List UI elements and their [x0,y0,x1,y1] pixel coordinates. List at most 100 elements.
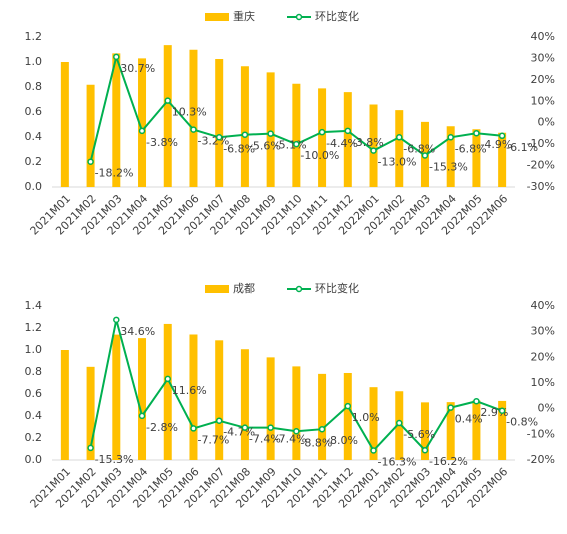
y-tick-label: 1.0 [25,343,43,356]
bar [446,126,455,187]
line-marker [370,147,377,154]
data-label: -6.8% [223,142,255,155]
data-label: -4.4% [326,137,358,150]
y2-tick-label: 10% [531,376,555,389]
line-marker [421,446,429,454]
bar [266,357,275,460]
y-tick-label: 0.4 [25,409,43,422]
line-marker [113,316,120,324]
y2-tick-label: 0% [538,116,555,129]
data-label: -5.6% [249,140,281,153]
y2-tick-label: 40% [531,299,555,312]
data-label: -13.0% [378,156,417,169]
bar [369,387,378,460]
data-label: -7.4% [275,433,307,446]
data-label: -3.8% [146,136,178,149]
data-label: 10.3% [172,106,207,119]
line-marker [498,132,506,140]
legend-marker [295,13,303,21]
line-marker [267,130,274,137]
y-tick-label: 0.8 [25,80,43,93]
bar [60,350,69,460]
bar [86,84,95,187]
y-tick-label: 0.2 [25,155,43,168]
bar [420,402,429,460]
data-label: -7.7% [197,433,229,446]
bar [318,88,327,187]
y-tick-label: 0.2 [25,431,43,444]
data-label: -15.3% [429,161,468,174]
line-marker [241,424,249,431]
line-marker [396,419,403,427]
y2-tick-label: 40% [531,30,555,43]
bar [240,349,249,460]
y2-tick-label: -30% [527,180,555,193]
y-tick-label: 0.0 [25,453,43,466]
data-label: -4.9% [480,138,512,151]
line-marker [421,152,429,159]
data-label: -6.1% [506,141,538,154]
bar [498,400,507,460]
bar [472,400,481,460]
bar [138,58,147,187]
line-marker [267,424,274,431]
data-label: -3.8% [352,136,384,149]
data-label: -18.2% [95,167,134,180]
line-marker [370,447,377,454]
bar [498,132,507,187]
bar [343,92,352,187]
bar [215,340,224,460]
bar [215,59,224,187]
y-tick-label: 0.4 [25,130,43,143]
y2-tick-label: 30% [531,51,555,64]
line-marker [138,412,146,420]
y2-tick-label: -20% [527,453,555,466]
line-marker [293,428,300,435]
bar [318,373,327,460]
line-marker [473,397,480,405]
data-label: -5.6% [403,428,435,441]
legend-label: 重庆 [233,9,255,23]
legend-marker [295,285,303,293]
data-label: -16.3% [378,456,417,469]
y-tick-label: 1.2 [25,321,43,334]
line-marker [164,375,171,383]
bar [112,53,121,187]
line-marker [113,53,120,61]
bar [446,402,455,460]
line-marker [447,134,454,141]
line-marker [190,126,197,133]
data-label: -6.8% [455,142,487,155]
bar [138,338,147,460]
bar [189,334,198,460]
legend-swatch [205,285,229,293]
bar [163,323,172,460]
y2-tick-label: 10% [531,94,555,107]
line-marker [164,97,171,104]
bar [292,83,301,187]
data-label: -6.8% [403,142,435,155]
data-label: -15.3% [95,453,134,466]
y2-tick-label: -20% [527,159,555,172]
line-marker [87,158,94,165]
data-label: -0.8% [506,416,538,429]
line-marker [344,402,352,410]
line-marker [498,407,506,414]
bar [395,110,404,187]
data-label: 0.4% [455,413,483,426]
data-label: -2.8% [146,421,178,434]
y-tick-label: 0.0 [25,180,43,193]
y-tick-label: 1.2 [25,30,43,43]
data-label: 30.7% [120,62,155,75]
y-tick-label: 0.8 [25,365,43,378]
y-tick-label: 1.0 [25,55,43,68]
y2-tick-label: -10% [527,137,555,150]
bar [112,334,121,460]
line-marker [473,129,480,137]
line-marker [87,444,94,452]
data-label: 1.0% [352,411,380,424]
y2-tick-label: 30% [531,325,555,338]
line-marker [447,404,454,411]
bar [240,66,249,187]
